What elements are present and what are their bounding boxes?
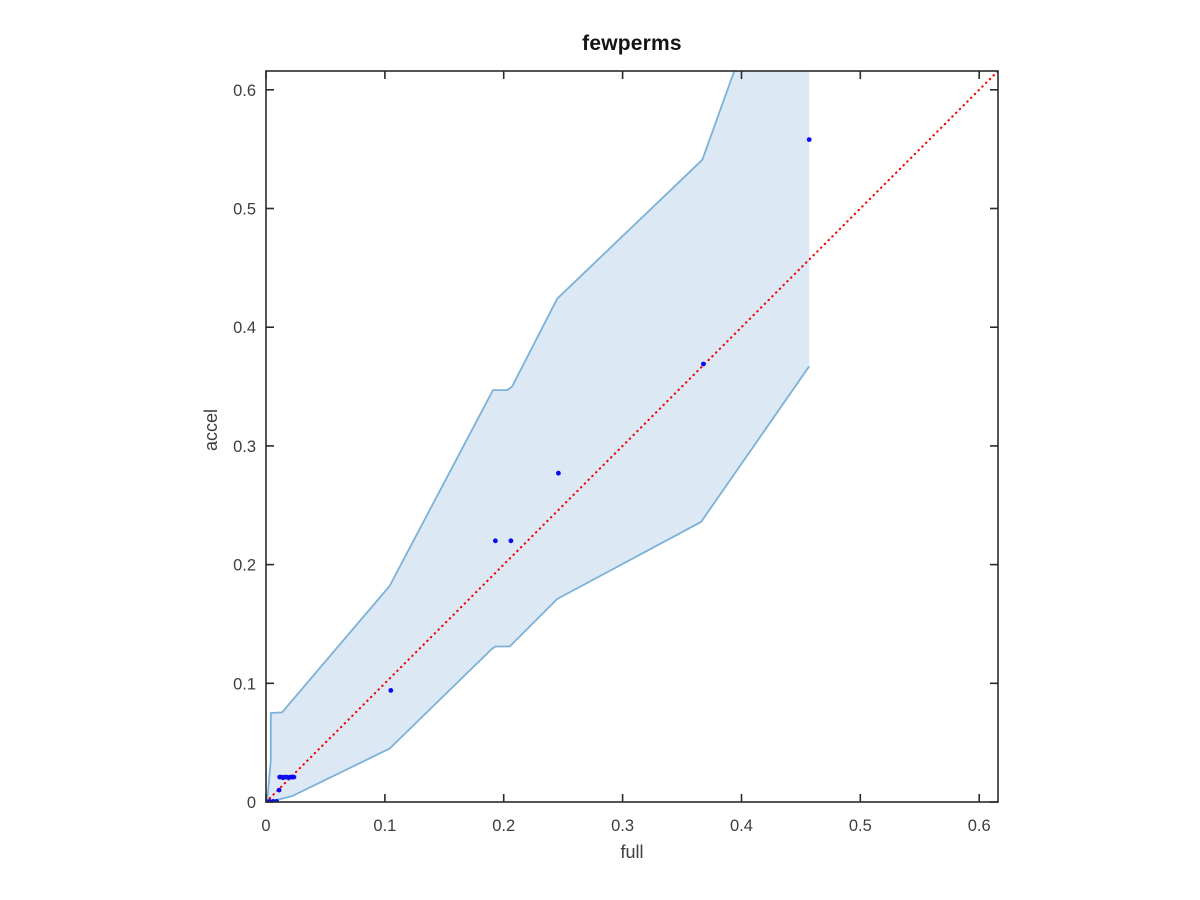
data-point (388, 688, 394, 693)
y-tick-label: 0.5 (233, 201, 256, 219)
y-tick-label: 0.1 (233, 675, 256, 693)
data-point (701, 361, 706, 367)
x-tick-label: 0.5 (849, 817, 872, 835)
data-point (276, 787, 282, 793)
data-point (508, 538, 514, 544)
confidence-band (267, 71, 810, 802)
y-tick-label: 0.3 (233, 438, 256, 456)
y-tick-label: 0.6 (233, 82, 256, 100)
y-tick-label: 0.4 (233, 319, 256, 337)
x-tick-label: 0.6 (968, 817, 991, 835)
x-tick-label: 0 (261, 817, 270, 835)
data-point (493, 538, 498, 544)
data-point (556, 470, 561, 476)
y-tick-label: 0 (247, 794, 256, 812)
confidence-band-upper-edge (266, 71, 736, 801)
x-tick-label: 0.1 (373, 817, 396, 835)
data-point (291, 774, 297, 780)
x-tick-label: 0.3 (611, 817, 634, 835)
plot-title: fewperms (582, 32, 682, 55)
confidence-band-lower-edge (268, 365, 810, 802)
axes-box (265, 70, 999, 803)
x-axis-label: full (620, 842, 644, 862)
data-point (806, 137, 812, 143)
x-tick-label: 0.2 (492, 817, 515, 835)
y-tick-label: 0.2 (233, 557, 256, 575)
x-tick-label: 0.4 (730, 817, 753, 835)
